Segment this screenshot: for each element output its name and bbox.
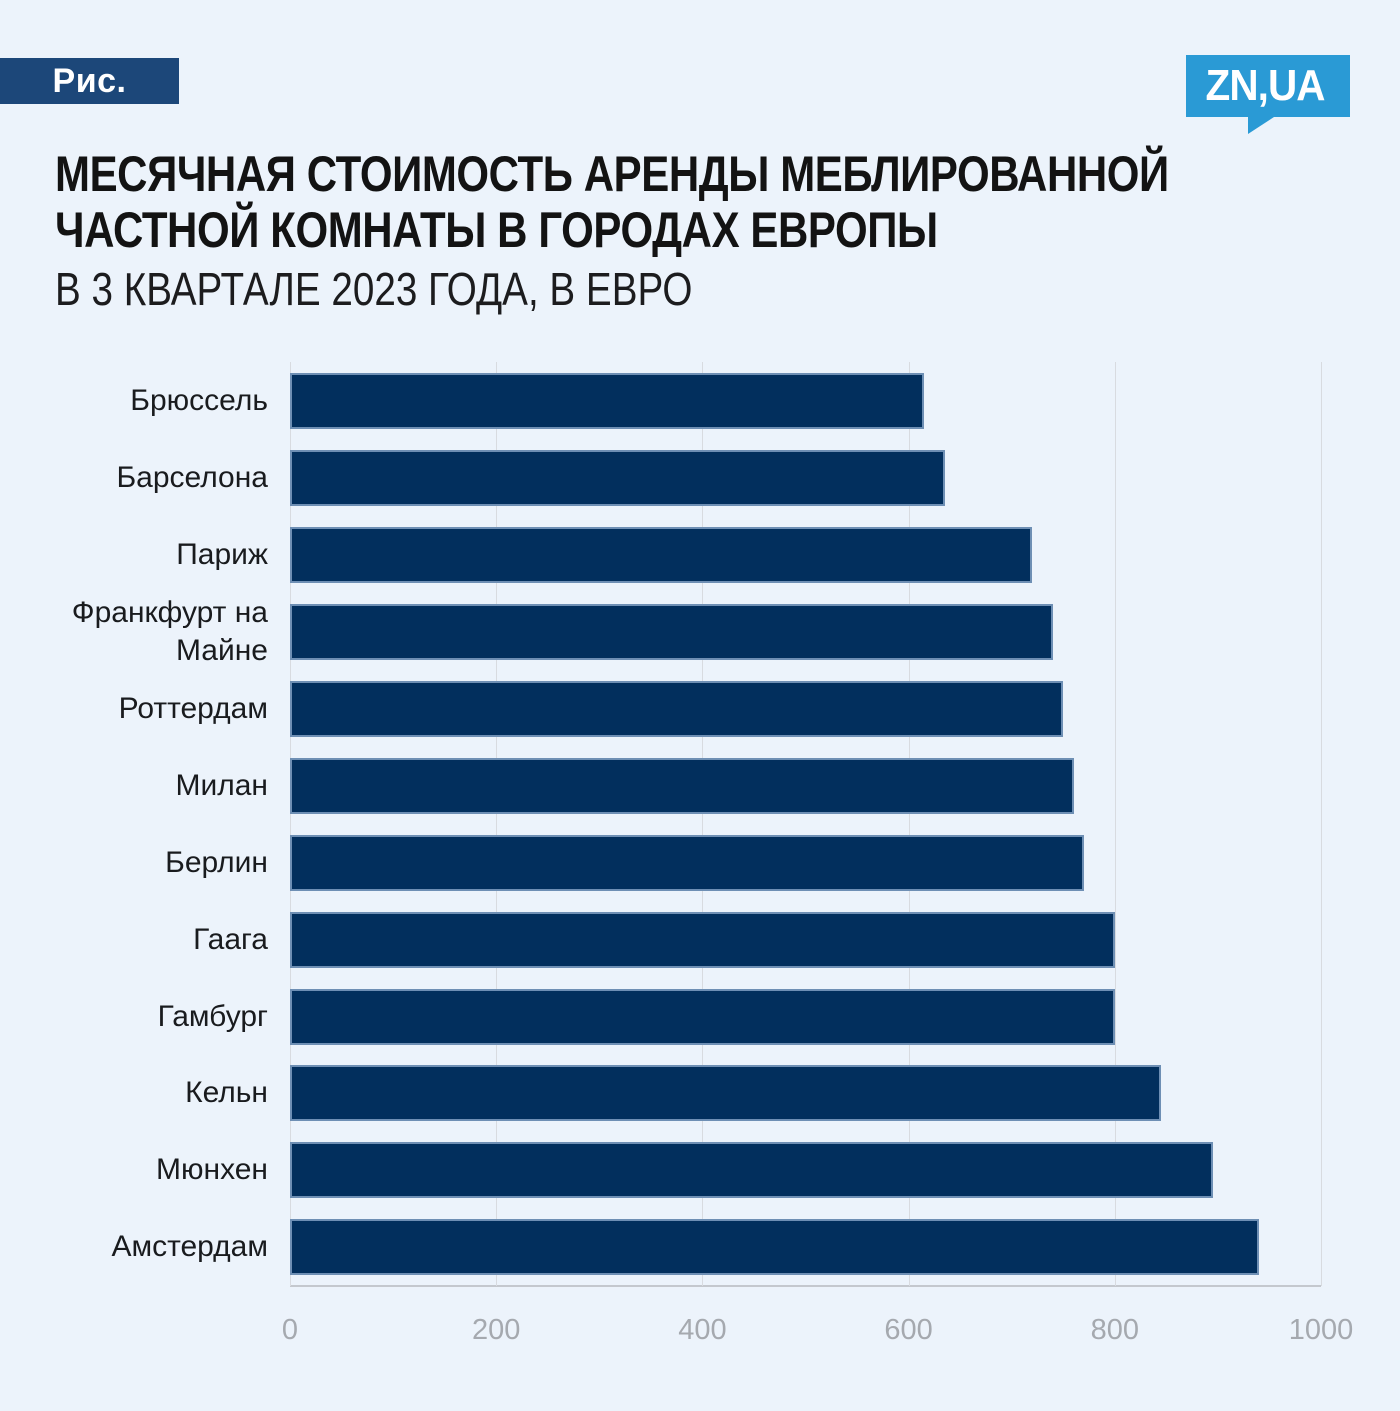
x-axis-tick-label: 400 (678, 1314, 727, 1346)
page-title-line1: МЕСЯЧНАЯ СТОИМОСТЬ АРЕНДЫ МЕБЛИРОВАННОЙ (55, 146, 1169, 202)
chart-row: Амстердам (60, 1209, 1322, 1286)
gridline (702, 362, 704, 1286)
x-axis-tick-label: 800 (1090, 1314, 1139, 1346)
page-title-line2: ЧАСТНОЙ КОМНАТЫ В ГОРОДАХ ЕВРОПЫ (55, 202, 938, 258)
x-axis-ticks: 0 200 400 600 800 1000 (282, 1314, 1353, 1354)
chart-row: Брюссель (60, 363, 1322, 440)
gridline (1114, 362, 1116, 1286)
bar-track (290, 1132, 1321, 1209)
chart-row: Гаага (60, 901, 1322, 978)
chart-row: Франкфурт на Майне (60, 594, 1322, 671)
chart-row: Кельн (60, 1055, 1322, 1132)
figure-badge: Рис. (0, 58, 179, 104)
chart-row: Милан (60, 747, 1322, 824)
bar-track (290, 671, 1321, 748)
gridline (290, 362, 291, 1286)
bar (290, 911, 1115, 968)
category-label: Барселона (116, 461, 268, 495)
bar (290, 988, 1115, 1045)
figure-badge-label: Рис. (52, 61, 127, 100)
category-label: Кельн (185, 1076, 268, 1110)
category-label: Брюссель (130, 384, 268, 418)
chart-row: Мюнхен (60, 1132, 1322, 1209)
header: МЕСЯЧНАЯ СТОИМОСТЬ АРЕНДЫ МЕБЛИРОВАННОЙ … (55, 146, 1345, 314)
gridline (1321, 362, 1322, 1286)
bar (290, 757, 1074, 814)
gridline (908, 362, 910, 1286)
chart-row: Берлин (60, 824, 1322, 901)
x-axis-tick-label: 200 (471, 1314, 521, 1346)
x-axis-tick-label: 600 (884, 1314, 933, 1346)
chart-row: Роттердам (60, 671, 1322, 748)
bar (290, 527, 1033, 584)
bar (290, 1219, 1260, 1276)
category-label: Париж (176, 538, 268, 572)
bar-track (290, 363, 1321, 440)
bar-chart: Брюссель Барселона Париж Франкфурт на Ма… (60, 362, 1322, 1287)
bar (290, 1142, 1213, 1199)
znua-logo: ZN,UA (1186, 55, 1350, 134)
bar (290, 681, 1064, 737)
bar-track (290, 824, 1321, 901)
category-label: Гаага (193, 922, 268, 956)
bar-track (290, 1055, 1321, 1132)
bar-track (290, 1209, 1321, 1286)
bar-track (290, 901, 1321, 978)
x-axis-tick-label: 1000 (1288, 1314, 1354, 1346)
bar (290, 450, 945, 507)
category-label: Амстердам (111, 1230, 268, 1264)
grid-layer (290, 362, 1322, 1287)
category-label: Роттердам (118, 692, 268, 725)
chart-rows: Брюссель Барселона Париж Франкфурт на Ма… (60, 362, 1322, 1286)
category-label: Мюнхен (156, 1153, 268, 1187)
znua-logo-text: ZN,UA (1205, 61, 1326, 110)
chart-row: Париж (60, 517, 1322, 594)
category-label: Милан (175, 768, 268, 802)
bar (290, 1065, 1162, 1122)
x-axis-line (290, 1285, 1321, 1287)
category-label: Франкфурт на Майне (71, 596, 268, 668)
gridline (496, 362, 498, 1286)
bar (290, 604, 1053, 661)
bar-track (290, 594, 1321, 671)
category-label: Гамбург (157, 999, 268, 1033)
chart-row: Барселона (60, 440, 1322, 517)
bar (290, 373, 925, 430)
page-subtitle: В 3 КВАРТАЛЕ 2023 ГОДА, В ЕВРО (55, 263, 693, 315)
x-axis-tick-label: 0 (281, 1314, 299, 1346)
bar-track (290, 440, 1321, 517)
bar-track (290, 747, 1321, 824)
bar-track (290, 978, 1321, 1055)
category-label: Берлин (165, 845, 268, 879)
chart-row: Гамбург (60, 978, 1322, 1055)
bar (290, 834, 1084, 891)
bar-track (290, 517, 1321, 594)
